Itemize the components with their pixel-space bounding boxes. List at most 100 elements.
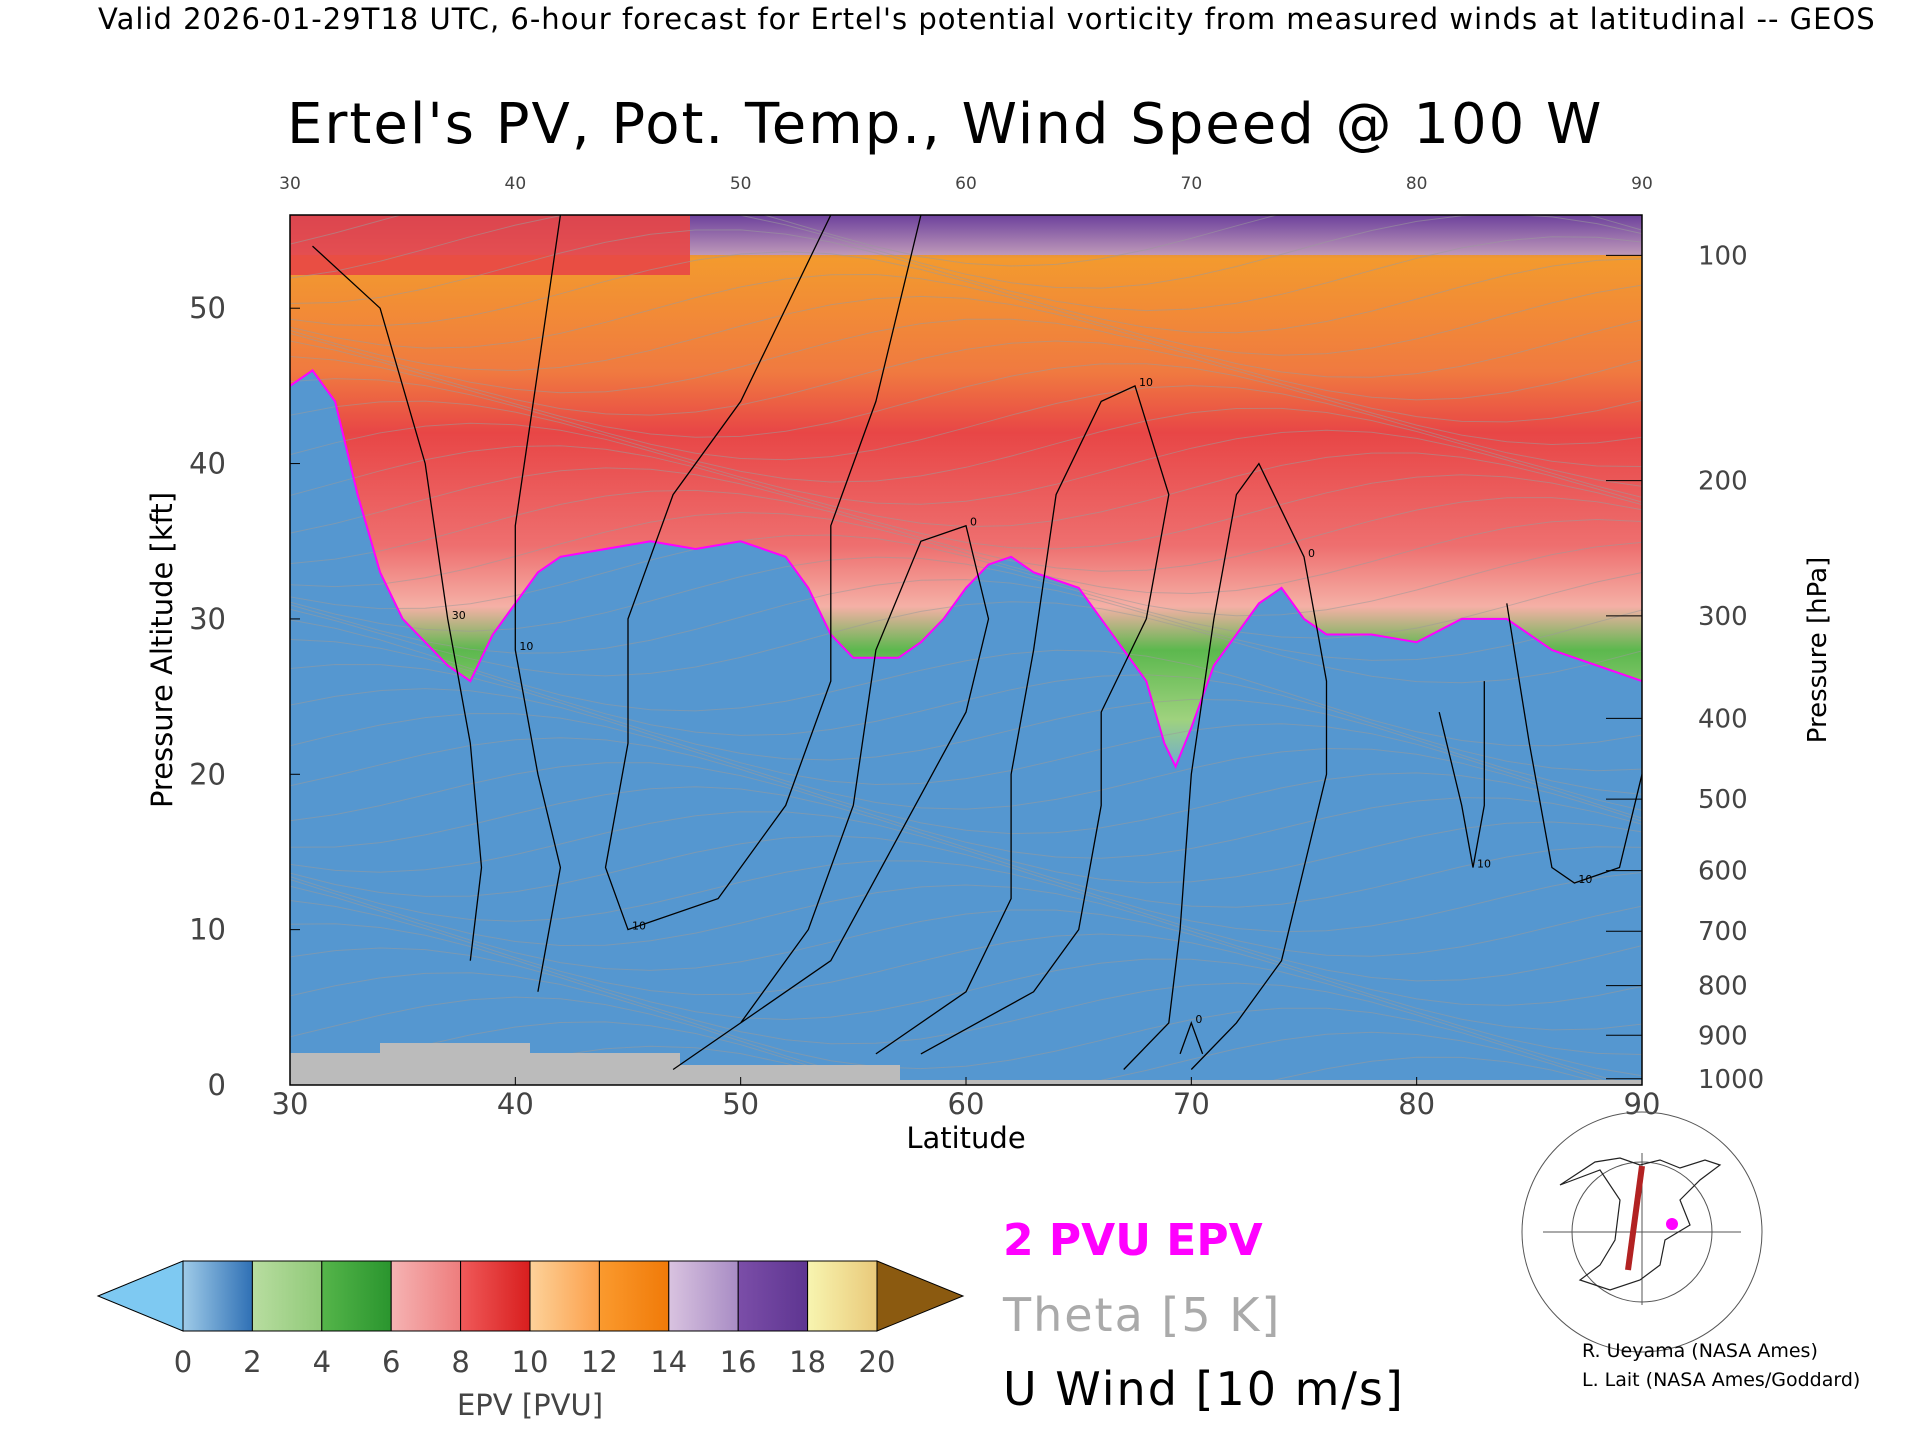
theta-contour — [290, 295, 1642, 378]
theta-contour — [290, 811, 1642, 908]
theta-contour — [290, 378, 1642, 467]
colorbar-tick-label: 0 — [174, 1345, 192, 1379]
theta-contour — [290, 356, 1642, 446]
colorbar-tick-label: 12 — [581, 1345, 618, 1379]
2pvu-tropopause-line — [290, 369, 1642, 769]
theta-contour — [290, 400, 1642, 487]
pressure-tick-label: 700 — [1698, 917, 1748, 947]
y-tick-label: 40 — [189, 447, 226, 481]
wind-contour-label: 10 — [1477, 858, 1491, 871]
troposphere-low-pv-region — [290, 370, 1642, 1085]
x-axis-label: Latitude — [906, 1121, 1025, 1155]
y-axis-right-label: Pressure [hPa] — [1803, 557, 1833, 744]
colorbar-tick-label: 16 — [720, 1345, 757, 1379]
theta-contour — [290, 215, 1642, 267]
theta-contour — [290, 619, 1642, 747]
x-top-tick-label: 40 — [505, 174, 527, 194]
x-axis-bottom: 30 40 50 60 70 80 90 — [272, 1077, 1661, 1121]
x-tick-label: 40 — [497, 1087, 534, 1121]
wind-contour-label: 0 — [1308, 547, 1315, 560]
theta-contour — [290, 885, 1642, 1006]
pressure-tick-label: 400 — [1698, 704, 1748, 734]
u-wind-contours: 30 10 10 0 10 0 0 10 10 — [312, 215, 1642, 1071]
pressure-tick-label: 900 — [1698, 1021, 1748, 1051]
wind-contour-line — [1506, 603, 1642, 884]
wind-contour-line — [875, 385, 1170, 1055]
colorbar-segment — [321, 1260, 392, 1332]
wind-contour-label: 10 — [519, 640, 533, 653]
colorbar-segment — [390, 1260, 462, 1332]
colorbar-tick-label: 2 — [243, 1345, 261, 1379]
terrain-mask — [290, 1043, 1642, 1085]
legend-2pvu: 2 PVU EPV — [1003, 1215, 1263, 1266]
chart-title: Ertel's PV, Pot. Temp., Wind Speed @ 100… — [287, 92, 1604, 157]
upper-left-red-band — [290, 215, 690, 275]
pressure-tick-label: 300 — [1698, 602, 1748, 632]
pressure-tick-label: 1000 — [1698, 1065, 1764, 1095]
colorbar-segment — [251, 1260, 323, 1332]
colorbar-label: EPV [PVU] — [457, 1388, 603, 1422]
y-tick-label: 0 — [208, 1068, 226, 1102]
wind-contour-label: 0 — [1195, 1013, 1202, 1026]
pressure-tick-label: 200 — [1698, 467, 1748, 497]
x-top-tick-label: 90 — [1631, 174, 1653, 194]
map-latitude-circle — [1521, 1111, 1763, 1353]
legend-theta: Theta [5 K] — [1003, 1288, 1282, 1342]
theta-contour — [290, 1021, 1610, 1085]
x-top-tick-label: 50 — [730, 174, 752, 194]
x-axis-top: 30 40 50 60 70 80 90 — [279, 174, 1653, 194]
theta-contour — [290, 601, 1642, 684]
credit-line-2: L. Lait (NASA Ames/Goddard) — [1582, 1369, 1861, 1391]
theta-contour — [290, 900, 1642, 1031]
x-tick-label: 90 — [1624, 1087, 1661, 1121]
theta-contour — [290, 229, 1642, 312]
wind-contour-line — [1438, 681, 1485, 868]
y-axis-right: 100 200 300 400 500 600 700 800 900 1000 — [1606, 241, 1764, 1095]
colorbar-tick-label: 8 — [451, 1345, 469, 1379]
theta-contour — [290, 879, 1642, 982]
colorbar-segment — [182, 1260, 253, 1332]
credit-line-1: R. Ueyama (NASA Ames) — [1582, 1340, 1818, 1362]
x-tick-label: 80 — [1398, 1087, 1435, 1121]
valid-time-caption: Valid 2026-01-29T18 UTC, 6-hour forecast… — [98, 2, 1876, 36]
wind-contour-label: 30 — [452, 609, 466, 622]
colorbar-segment — [529, 1260, 600, 1332]
x-top-tick-label: 60 — [955, 174, 977, 194]
theta-contour — [290, 737, 1642, 835]
wind-contour-label: 10 — [1578, 873, 1592, 886]
y-axis-left: 0 10 20 30 40 50 — [189, 291, 300, 1102]
pressure-tick-label: 100 — [1698, 241, 1748, 271]
theta-contour — [290, 996, 1619, 1085]
theta-contour — [290, 860, 1642, 957]
colorbar-segment — [668, 1260, 739, 1332]
theta-contour — [290, 835, 1642, 933]
cross-section-path — [1625, 1165, 1645, 1271]
inset-location-map — [1521, 1111, 1763, 1353]
theta-contour — [290, 467, 1642, 550]
wind-contour-line — [604, 215, 922, 931]
colorbar-tick-label: 4 — [313, 1345, 331, 1379]
theta-contour — [290, 786, 1642, 884]
theta-contour — [290, 422, 1642, 505]
theta-contour — [290, 663, 1642, 795]
pressure-tick-label: 500 — [1698, 785, 1748, 815]
theta-contour — [290, 340, 1642, 423]
theta-contour — [290, 972, 1634, 1085]
x-tick-label: 60 — [948, 1087, 985, 1121]
wind-contour-line — [672, 524, 990, 1071]
map-coastline — [1559, 1157, 1722, 1291]
legend-u-wind: U Wind [10 m/s] — [1003, 1362, 1405, 1416]
colorbar-over-arrow — [876, 1260, 965, 1332]
colorbar-under-arrow — [96, 1260, 184, 1332]
y-tick-label: 20 — [189, 757, 226, 791]
x-tick-label: 70 — [1173, 1087, 1210, 1121]
theta-contour — [290, 489, 1642, 572]
y-tick-label: 30 — [189, 602, 226, 636]
wind-contour-line — [1123, 462, 1328, 1070]
colorbar-tick-label: 14 — [650, 1345, 687, 1379]
theta-contour — [290, 947, 1642, 1077]
theta-contour — [290, 273, 1642, 356]
x-tick-label: 30 — [272, 1087, 309, 1121]
